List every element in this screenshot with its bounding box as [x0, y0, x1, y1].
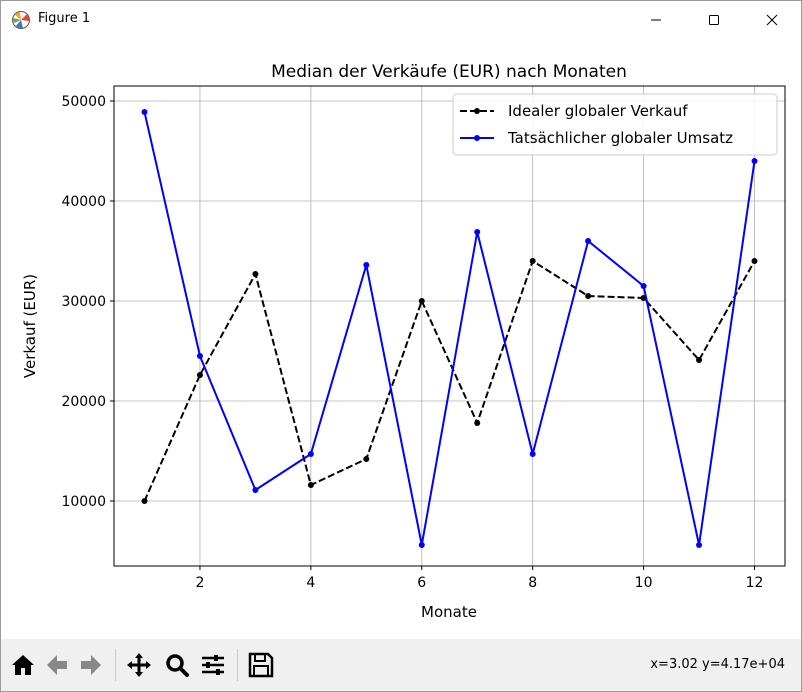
chart-title: Median der Verkäufe (EUR) nach Monaten	[271, 62, 627, 82]
window-title: Figure 1	[38, 11, 91, 26]
data-point-actual	[418, 542, 425, 548]
maximize-icon	[709, 15, 719, 25]
save-button[interactable]	[247, 651, 275, 679]
close-button[interactable]	[749, 1, 795, 39]
toolbar-separator	[115, 649, 116, 681]
data-point-actual	[751, 158, 758, 164]
x-tick-label: 10	[635, 575, 653, 591]
y-tick-label: 30000	[61, 294, 106, 310]
y-tick-label: 10000	[61, 494, 106, 510]
y-axis-label: Verkauf (EUR)	[21, 274, 39, 378]
data-point-ideal	[585, 293, 592, 299]
pan-button[interactable]	[125, 651, 153, 679]
figure-canvas[interactable]: Median der Verkäufe (EUR) nach Monaten 2…	[1, 39, 801, 639]
pan-icon	[127, 653, 151, 677]
forward-button[interactable]	[77, 651, 105, 679]
y-tick-label: 40000	[61, 194, 106, 210]
line-chart[interactable]: Median der Verkäufe (EUR) nach Monaten 2…	[1, 39, 801, 639]
legend-marker-actual	[474, 135, 480, 141]
data-point-ideal	[307, 482, 314, 488]
legend-label-actual: Tatsächlicher globaler Umsatz	[507, 129, 733, 147]
axis-ticks: 2 4 6 8 10 12 10000 20000 30000 40000 50000	[61, 94, 763, 591]
cursor-coordinates: x=3.02 y=4.17e+04	[650, 657, 785, 672]
legend-marker-ideal	[474, 108, 480, 114]
zoom-button[interactable]	[163, 651, 191, 679]
axes-frame	[113, 85, 786, 567]
configure-subplots-button[interactable]	[199, 651, 227, 679]
data-point-actual	[529, 451, 536, 457]
data-point-actual	[640, 283, 647, 289]
legend-box	[452, 93, 778, 156]
data-point-ideal	[363, 456, 370, 462]
series-line-ideal	[143, 260, 756, 502]
x-tick-label: 8	[528, 575, 537, 591]
data-point-actual	[196, 353, 203, 359]
series-line-actual	[143, 111, 756, 546]
back-icon	[47, 655, 67, 675]
maximize-button[interactable]	[691, 1, 737, 39]
configure-subplots-icon	[202, 655, 224, 675]
data-point-actual	[474, 229, 481, 235]
home-icon	[12, 655, 34, 675]
data-point-ideal	[474, 420, 481, 426]
data-point-ideal	[529, 258, 536, 264]
y-tick-label: 50000	[61, 94, 106, 110]
toolbar-separator	[237, 649, 238, 681]
navigation-toolbar: x=3.02 y=4.17e+04	[1, 639, 801, 691]
back-button[interactable]	[43, 651, 71, 679]
grid	[114, 86, 785, 566]
data-point-ideal	[252, 271, 259, 277]
x-tick-label: 4	[306, 575, 315, 591]
data-point-actual	[141, 109, 148, 115]
forward-icon	[81, 655, 101, 675]
x-tick-label: 6	[417, 575, 426, 591]
title-bar[interactable]: Figure 1	[1, 1, 801, 39]
minimize-icon	[651, 19, 661, 21]
data-point-actual	[252, 487, 259, 493]
close-icon	[766, 14, 778, 26]
data-point-ideal	[418, 298, 425, 304]
legend: Idealer globaler Verkauf Tatsächlicher g…	[452, 93, 778, 156]
data-point-actual	[696, 542, 703, 548]
data-point-ideal	[696, 357, 703, 363]
series-lines	[141, 109, 758, 548]
matplotlib-app-icon	[12, 11, 30, 29]
minimize-button[interactable]	[633, 1, 679, 39]
y-tick-label: 20000	[61, 394, 106, 410]
data-point-ideal	[196, 372, 203, 378]
data-point-ideal	[751, 258, 758, 264]
data-point-ideal	[141, 498, 148, 504]
x-tick-label: 12	[746, 575, 764, 591]
x-axis-label: Monate	[421, 603, 477, 621]
legend-label-ideal: Idealer globaler Verkauf	[508, 102, 688, 120]
save-icon	[248, 652, 274, 678]
home-button[interactable]	[9, 651, 37, 679]
data-point-actual	[363, 262, 370, 268]
zoom-icon	[166, 654, 189, 677]
data-point-actual	[585, 238, 592, 244]
x-tick-label: 2	[195, 575, 204, 591]
data-point-actual	[307, 451, 314, 457]
